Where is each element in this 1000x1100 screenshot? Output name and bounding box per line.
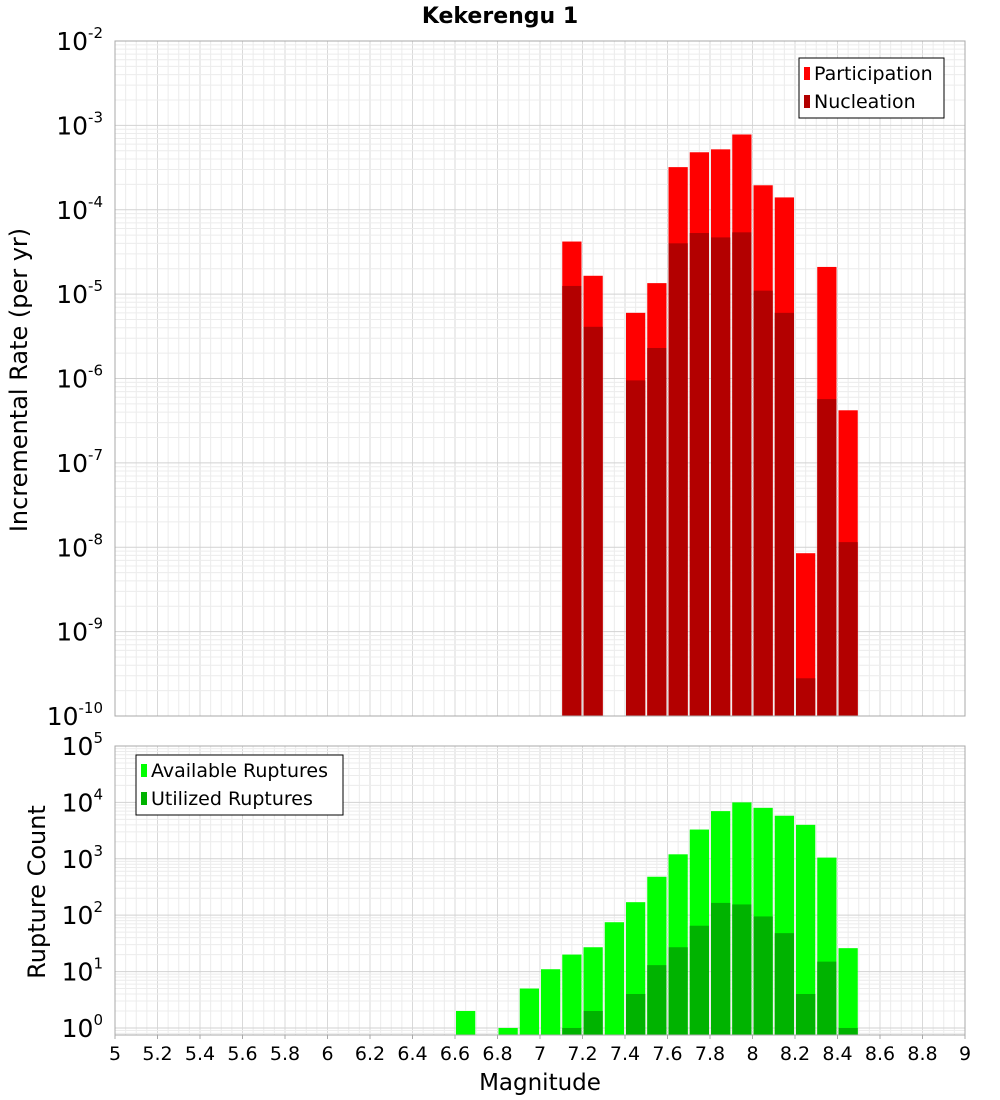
bottom-x-tick-label: 8.2 — [780, 1043, 810, 1065]
top-bar-front — [626, 380, 646, 716]
bottom-x-ticks: 5 5.2 5.4 5.6 5.8 6 6.2 6.4 6.6 6.8 7 7.2 7.4 7.6 7.8 8… — [109, 1035, 971, 1065]
top-bar-front — [689, 233, 709, 716]
bottom-x-tick-label: 6.4 — [397, 1043, 427, 1065]
bottom-x-tick-label: 7.4 — [610, 1043, 640, 1065]
bottom-x-tick-label: 7.2 — [567, 1043, 597, 1065]
bottom-y-tick-label: 102 — [62, 898, 103, 930]
bottom-x-tick-label: 6 — [321, 1043, 333, 1065]
top-y-tick-label: 10-5 — [56, 277, 103, 309]
bottom-y-ticks: 100 101 102 103 104 105 — [62, 729, 103, 1043]
top-bar-back — [796, 553, 816, 716]
bottom-y-tick-label: 105 — [62, 729, 103, 761]
bottom-bar-back — [456, 1010, 476, 1035]
x-axis-label: Magnitude — [479, 1070, 601, 1096]
bottom-bar-back — [838, 948, 858, 1035]
bottom-bar-front — [753, 916, 773, 1035]
bottom-bar-front — [626, 994, 646, 1035]
bottom-x-tick-label: 7.6 — [652, 1043, 682, 1065]
top-y-tick-label: 10-7 — [56, 446, 103, 478]
bottom-bar-back — [562, 954, 582, 1035]
bottom-y-tick-label: 100 — [62, 1011, 103, 1043]
top-legend-label: Participation — [814, 63, 933, 85]
bottom-bar-front — [732, 904, 752, 1035]
top-y-tick-label: 10-10 — [47, 699, 103, 731]
top-y-tick-label: 10-6 — [56, 362, 103, 394]
bottom-bar-front — [838, 1027, 858, 1035]
plot-layer: 10-10 10-9 10-8 10-7 10-6 10-5 10-4 10-3 10-2 Par… — [47, 24, 971, 1065]
bottom-x-tick-label: 9 — [959, 1043, 971, 1065]
top-legend: Participation Nucleation — [798, 57, 945, 119]
top-bar-front — [583, 326, 603, 716]
bottom-legend-label: Available Ruptures — [151, 760, 328, 782]
bottom-y-tick-label: 104 — [62, 785, 103, 817]
bottom-bar-front — [774, 933, 794, 1035]
bottom-bar-back — [498, 1027, 518, 1035]
top-y-tick-label: 10-3 — [56, 108, 103, 140]
bottom-y-tick-label: 101 — [62, 955, 103, 987]
bottom-legend: Available Ruptures Utilized Ruptures — [135, 754, 344, 816]
bottom-bar-front — [668, 947, 688, 1035]
top-y-tick-label: 10-4 — [56, 193, 103, 225]
top-y-axis-label: Incremental Rate (per yr) — [5, 228, 33, 532]
bottom-y-axis-label: Rupture Count — [23, 805, 51, 979]
bottom-bar-back — [541, 969, 561, 1035]
top-bar-front — [753, 290, 773, 716]
top-bar-front — [796, 678, 816, 716]
top-bar-front — [711, 237, 731, 716]
top-legend-label: Nucleation — [814, 91, 916, 113]
top-bar-front — [838, 542, 858, 716]
bottom-y-tick-label: 103 — [62, 842, 103, 874]
bottom-x-tick-label: 6.2 — [355, 1043, 385, 1065]
top-grid — [114, 41, 966, 717]
chart-title: Kekerengu 1 — [422, 4, 578, 29]
bottom-bar-back — [796, 824, 816, 1035]
bottom-x-tick-label: 6.6 — [440, 1043, 470, 1065]
bottom-bar-front — [711, 902, 731, 1035]
top-y-tick-label: 10-8 — [56, 530, 103, 562]
bottom-legend-swatch — [141, 764, 147, 777]
bottom-bar-front — [689, 925, 709, 1035]
bottom-bar-front — [817, 961, 837, 1035]
bottom-bar-front — [647, 965, 667, 1035]
bottom-x-tick-label: 5.6 — [227, 1043, 257, 1065]
top-bar-front — [668, 243, 688, 717]
bottom-x-tick-label: 7 — [534, 1043, 546, 1065]
bottom-x-tick-label: 5 — [109, 1043, 121, 1065]
bottom-bar-front — [796, 994, 816, 1035]
bottom-bar-front — [562, 1027, 582, 1035]
top-legend-swatch — [804, 67, 810, 80]
bottom-x-tick-label: 8.4 — [822, 1043, 852, 1065]
bottom-legend-swatch — [141, 792, 147, 805]
top-bar-front — [732, 232, 752, 716]
bottom-legend-box — [135, 754, 344, 816]
bottom-legend-label: Utilized Ruptures — [151, 788, 313, 810]
top-plot-frame — [114, 40, 966, 717]
bottom-bar-front — [583, 1010, 603, 1035]
bottom-x-tick-label: 8.8 — [907, 1043, 937, 1065]
top-bar-front — [774, 312, 794, 716]
top-bar-front — [562, 285, 582, 716]
bottom-series-2 — [562, 902, 858, 1035]
bottom-x-tick-label: 8.6 — [865, 1043, 895, 1065]
bottom-x-tick-label: 5.2 — [142, 1043, 172, 1065]
bottom-x-tick-label: 8 — [746, 1043, 758, 1065]
bottom-x-tick-label: 6.8 — [482, 1043, 512, 1065]
top-y-ticks: 10-10 10-9 10-8 10-7 10-6 10-5 10-4 10-3 10-2 — [47, 24, 103, 731]
bottom-x-tick-label: 5.4 — [185, 1043, 215, 1065]
bottom-x-tick-label: 5.8 — [270, 1043, 300, 1065]
bottom-x-tick-label: 7.8 — [695, 1043, 725, 1065]
top-y-tick-label: 10-9 — [56, 615, 103, 647]
top-legend-swatch — [804, 95, 810, 108]
top-legend-box — [798, 57, 945, 119]
bottom-bar-back — [604, 922, 624, 1035]
top-y-tick-label: 10-2 — [56, 24, 103, 56]
top-bar-front — [647, 347, 667, 716]
top-bar-front — [817, 399, 837, 716]
bottom-bar-back — [519, 988, 539, 1035]
top-series-2 — [562, 232, 858, 717]
